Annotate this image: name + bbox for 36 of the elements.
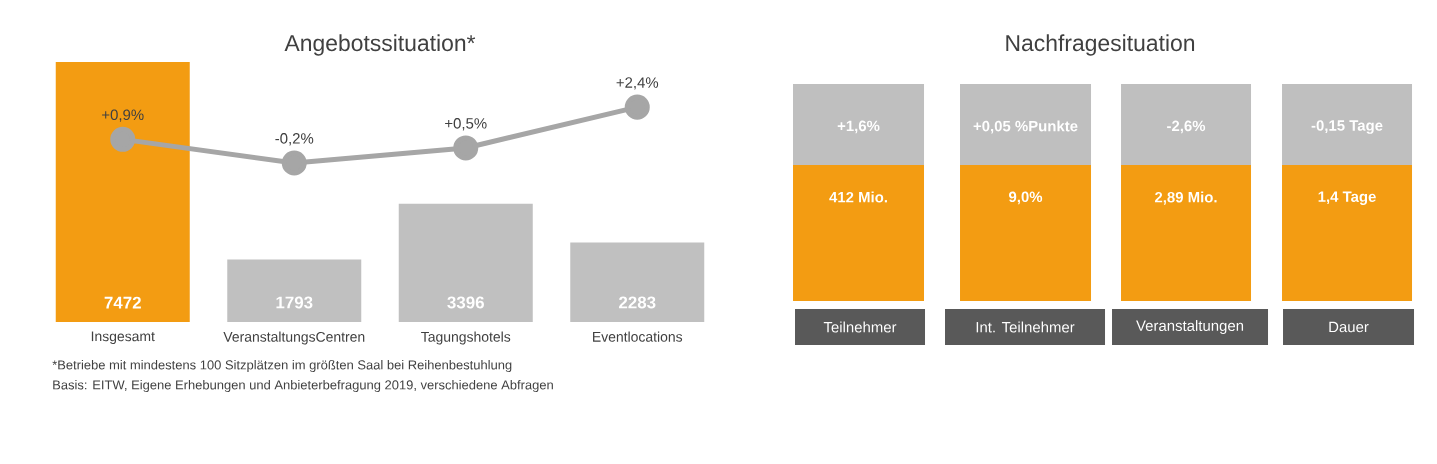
text: -0,15 Tage: [1311, 120, 1383, 134]
chart-title: Angebotssituation*: [284, 34, 476, 56]
category-label: Veranstaltungen: [1136, 320, 1244, 334]
text: 1,4 Tage: [1318, 191, 1376, 205]
data-label: +0,5%: [445, 118, 487, 131]
point: [453, 135, 479, 161]
data-label: +2,4%: [616, 77, 659, 90]
text: *Betriebe mit mindestens 100 Sitzplätzen im größten Saal bei Reihenbestuhlung: [52, 359, 512, 373]
data-label: -0,2%: [275, 133, 314, 146]
bar: [55, 62, 190, 322]
category-label: Teilnehmer: [823, 321, 897, 333]
bar: [570, 242, 705, 322]
x-tick-label: Insgesamt: [91, 331, 155, 345]
point: [110, 126, 136, 152]
x-tick-label: Eventlocations: [593, 331, 683, 342]
bar: [227, 259, 362, 322]
x-tick-label: VeranstaltungsCentren: [223, 331, 365, 345]
text: Basis: EITW, Eigene Erhebungen und Anbieterbefragung 2019, verschiedene Abfragen: [53, 379, 553, 393]
point: [624, 94, 650, 120]
category-label: Dauer: [1329, 321, 1369, 333]
category-label: Int. Teilnehmer: [976, 321, 1075, 333]
text: Nachfragesituation: [1006, 34, 1195, 56]
data-label: 1793: [276, 296, 313, 309]
data-label: +0,9%: [102, 109, 144, 122]
text: 2,89 Mio.: [1154, 191, 1217, 205]
text: +0,05 %Punkte: [973, 120, 1078, 134]
text: -2,6%: [1167, 120, 1206, 134]
text: 412 Mio.: [829, 191, 887, 203]
bar: [398, 203, 533, 322]
x-tick-label: Tagungshotels: [421, 331, 511, 345]
data-label: 2283: [619, 296, 656, 309]
point: [281, 150, 307, 176]
data-label: 7472: [104, 296, 141, 309]
data-label: 3396: [447, 296, 484, 309]
text: +1,6%: [837, 120, 880, 134]
text: 9,0%: [1009, 191, 1043, 205]
